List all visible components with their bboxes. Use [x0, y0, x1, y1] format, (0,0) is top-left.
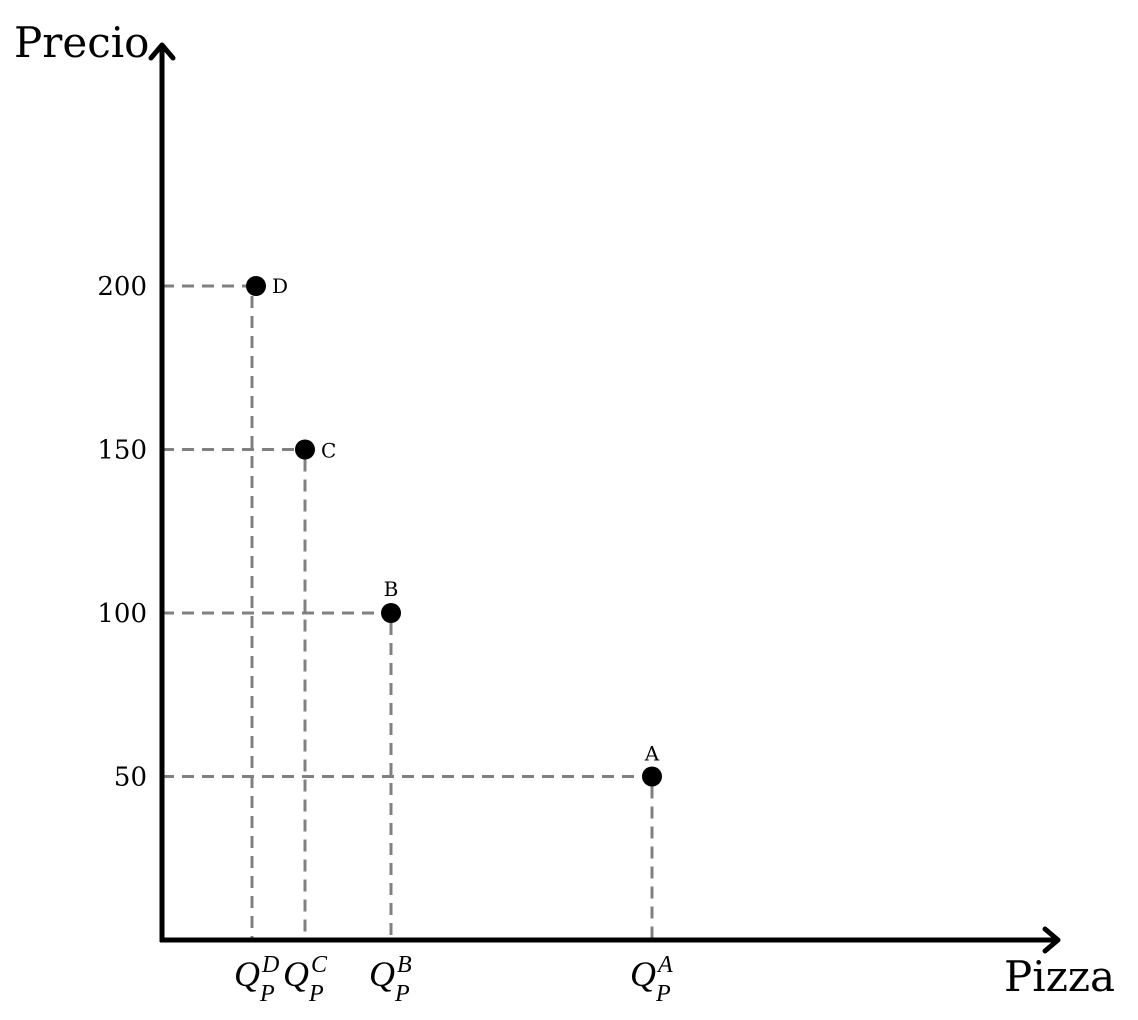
x-tick-superscript: A — [656, 952, 673, 978]
point-label-d: D — [272, 274, 288, 298]
y-tick-label-100: 100 — [97, 599, 147, 629]
x-axis-arrowhead — [1042, 926, 1061, 954]
point-d — [246, 276, 266, 296]
point-a — [642, 766, 662, 787]
y-tick-label-150: 150 — [97, 436, 147, 466]
x-tick-base: Q — [234, 954, 260, 994]
x-tick-labels: Q DP Q CP Q BP Q AP — [234, 952, 673, 1007]
point-b — [381, 603, 401, 623]
x-tick-subscript: P — [655, 981, 671, 1007]
x-axis-label: Pizza — [1004, 952, 1115, 1001]
point-label-b: B — [384, 577, 399, 601]
x-tick-superscript: B — [397, 952, 412, 978]
x-tick-superscript: C — [311, 952, 328, 978]
x-tick-base: Q — [369, 954, 395, 994]
y-tick-labels: 200 150 100 50 — [97, 272, 147, 793]
y-axis-label: Precio — [14, 18, 149, 67]
y-axis-arrowhead — [148, 42, 176, 61]
point-c — [295, 439, 315, 460]
x-tick-base: Q — [283, 954, 309, 994]
x-tick-superscript: D — [261, 952, 279, 978]
x-tick-label-b: Q BP — [369, 952, 412, 1007]
y-tick-label-200: 200 — [97, 272, 147, 302]
point-label-c: C — [321, 439, 336, 463]
x-tick-subscript: P — [394, 981, 410, 1007]
axes — [148, 42, 1061, 954]
point-label-a: A — [644, 742, 660, 766]
data-points: D C B A — [246, 274, 662, 787]
x-tick-subscript: P — [308, 981, 324, 1007]
x-tick-label-a: Q AP — [630, 952, 673, 1007]
y-tick-label-50: 50 — [114, 763, 147, 793]
x-tick-label-d: Q DP — [234, 952, 279, 1007]
x-tick-label-c: Q CP — [283, 952, 328, 1007]
x-tick-subscript: P — [259, 981, 275, 1007]
guide-lines — [162, 284, 654, 940]
x-tick-base: Q — [630, 954, 656, 994]
